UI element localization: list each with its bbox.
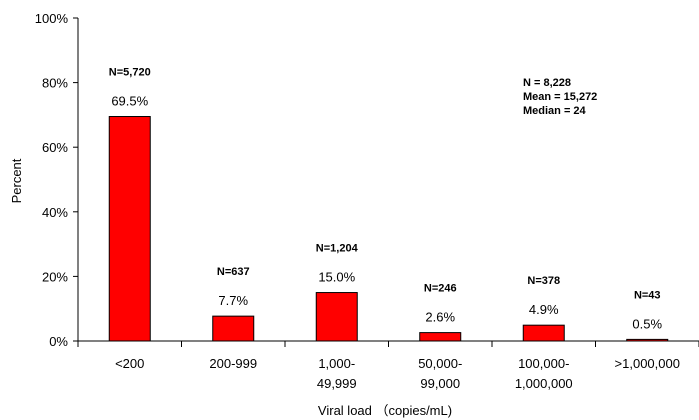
bar — [108, 116, 151, 342]
count-label: N=1,204 — [316, 243, 359, 255]
count-label: N=43 — [634, 289, 661, 301]
bar — [419, 332, 462, 342]
data-label: 15.0% — [318, 270, 355, 285]
bar — [315, 292, 358, 342]
y-tick-label: 60% — [42, 140, 68, 155]
x-tick-label: >1,000,000 — [615, 356, 680, 371]
data-label: 7.7% — [218, 293, 248, 308]
bar — [212, 315, 255, 342]
count-label: N=246 — [424, 283, 457, 295]
y-tick-label: 40% — [42, 205, 68, 220]
labels: 69.5% N=5,720 <200 7.7% N=637 200-999 15.0% N=1… — [109, 67, 680, 391]
count-label: N=5,720 — [109, 67, 151, 79]
count-label: N=637 — [217, 266, 250, 278]
axes: 0% 20% 40% 60% 80% 100% — [35, 11, 699, 349]
x-tick-label: 49,999 — [317, 376, 357, 391]
y-tick-label: 20% — [42, 269, 68, 284]
summary-line: Mean = 15,272 — [523, 91, 597, 103]
x-tick-label: 50,000- — [418, 356, 462, 371]
bar — [626, 338, 669, 342]
data-label: 69.5% — [111, 94, 148, 109]
x-tick-label: 100,000- — [518, 356, 569, 371]
y-axis-title: Percent — [9, 158, 24, 203]
bar — [522, 324, 565, 342]
data-label: 0.5% — [632, 316, 662, 331]
data-label: 4.9% — [529, 302, 559, 317]
bars — [108, 116, 669, 342]
x-tick-label: 1,000,000 — [515, 376, 573, 391]
summary-line: Median = 24 — [523, 105, 587, 117]
count-label: N=378 — [527, 275, 560, 287]
x-tick-label: 200-999 — [209, 356, 257, 371]
summary-annotation: N = 8,228 Mean = 15,272 Median = 24 — [523, 77, 597, 117]
y-tick-label: 0% — [49, 334, 68, 349]
x-axis-title: Viral load （copies/mL) — [318, 403, 452, 418]
y-tick-label: 100% — [35, 11, 69, 26]
summary-line: N = 8,228 — [523, 77, 571, 89]
x-tick-label: <200 — [115, 356, 144, 371]
data-label: 2.6% — [425, 310, 455, 325]
x-tick-label: 99,000 — [420, 376, 460, 391]
x-tick-label: 1,000- — [318, 356, 355, 371]
y-tick-label: 80% — [42, 76, 68, 91]
